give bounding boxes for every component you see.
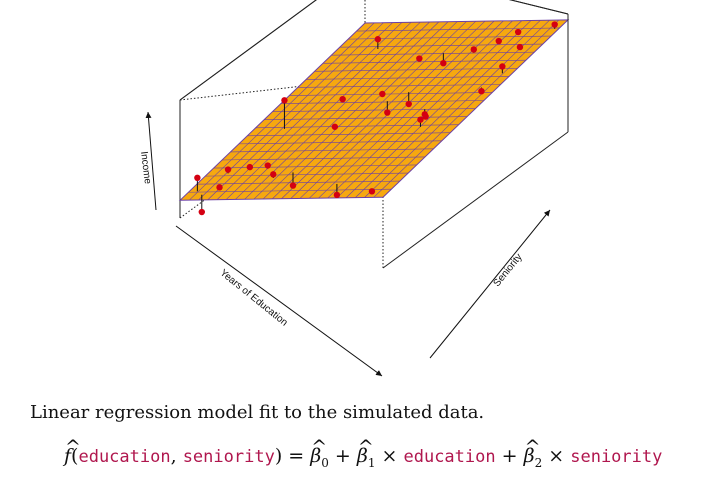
- grid-line-y-17: [322, 59, 526, 64]
- beta2: β ^: [523, 436, 541, 467]
- var-seniority-2: seniority: [570, 447, 663, 467]
- box-edge-front-4: [509, 0, 569, 15]
- data-point-6: [270, 171, 277, 178]
- grid-line-y-14: [297, 84, 501, 88]
- data-point-20: [416, 55, 423, 62]
- box-front-edges: [179, 0, 569, 269]
- data-point-26: [499, 63, 506, 70]
- data-point-25: [516, 43, 524, 51]
- regression-plane: [178, 19, 570, 201]
- grid-line-y-16: [314, 67, 518, 72]
- data-point-4: [246, 163, 254, 171]
- grid-line-y-19: [339, 43, 543, 48]
- var-education: education: [78, 447, 171, 467]
- data-point-10: [281, 97, 288, 104]
- beta1: β ^: [356, 436, 374, 467]
- grid-line-y-13: [289, 92, 493, 96]
- grid-line-x-18: [345, 20, 532, 198]
- f-hat: f ^: [64, 436, 81, 467]
- data-point-19: [374, 36, 382, 43]
- grid-line-x-17: [336, 20, 523, 199]
- beta0: β ^: [310, 436, 328, 467]
- grid-line-y-21: [356, 27, 560, 32]
- data-point-1: [198, 208, 205, 216]
- grid-line-y-18: [331, 51, 535, 56]
- grid-line-x-19: [355, 20, 541, 198]
- data-point-15: [405, 100, 412, 108]
- data-point-2: [216, 184, 223, 191]
- grid-line-y-11: [272, 108, 476, 112]
- data-point-17: [422, 113, 429, 120]
- x-axis-label: Years of Education: [218, 267, 290, 328]
- grid-line-x-12: [290, 21, 476, 199]
- var-seniority: seniority: [182, 447, 275, 467]
- z-axis-label: Income: [138, 151, 153, 185]
- box-edge-front-3: [179, 0, 317, 101]
- box-edge-front-1: [382, 131, 569, 269]
- data-point-8: [333, 191, 341, 199]
- data-point-12: [339, 96, 346, 103]
- regression-formula: f ^ (education, seniority) = β ^ 0 + β ^ 1 × e…: [64, 436, 663, 470]
- data-point-27: [478, 87, 485, 95]
- data-point-28: [551, 21, 558, 28]
- grid-line-y-12: [280, 100, 484, 104]
- grid-line-y-20: [348, 35, 552, 40]
- y-axis-arrow: [429, 209, 551, 359]
- z-axis-arrow: [145, 111, 157, 211]
- grid-line-x-21: [373, 19, 559, 198]
- data-point-23: [495, 37, 502, 45]
- regression-surface-chart: Years of Education Seniority Income: [138, 0, 570, 377]
- data-point-24: [514, 28, 522, 36]
- figure-caption: Linear regression model fit to the simul…: [30, 402, 485, 423]
- y-axis-label: Seniority: [492, 252, 525, 289]
- data-point-7: [289, 182, 297, 189]
- data-point-21: [440, 59, 447, 67]
- data-point-3: [224, 166, 232, 173]
- x-axis-arrow: [175, 225, 383, 377]
- var-education-2: education: [403, 447, 496, 467]
- grid-line-x-16: [327, 20, 513, 199]
- grid-line-x-14: [308, 20, 495, 199]
- data-point-13: [379, 90, 386, 98]
- data-point-18: [417, 116, 424, 123]
- data-points: [194, 21, 558, 216]
- data-point-9: [368, 188, 376, 195]
- data-point-11: [331, 123, 339, 130]
- data-point-0: [194, 174, 201, 181]
- data-point-14: [384, 109, 391, 116]
- data-point-5: [264, 162, 271, 169]
- grid-line-y-15: [306, 76, 510, 80]
- data-point-22: [470, 46, 477, 53]
- grid-line-x-13: [299, 20, 486, 199]
